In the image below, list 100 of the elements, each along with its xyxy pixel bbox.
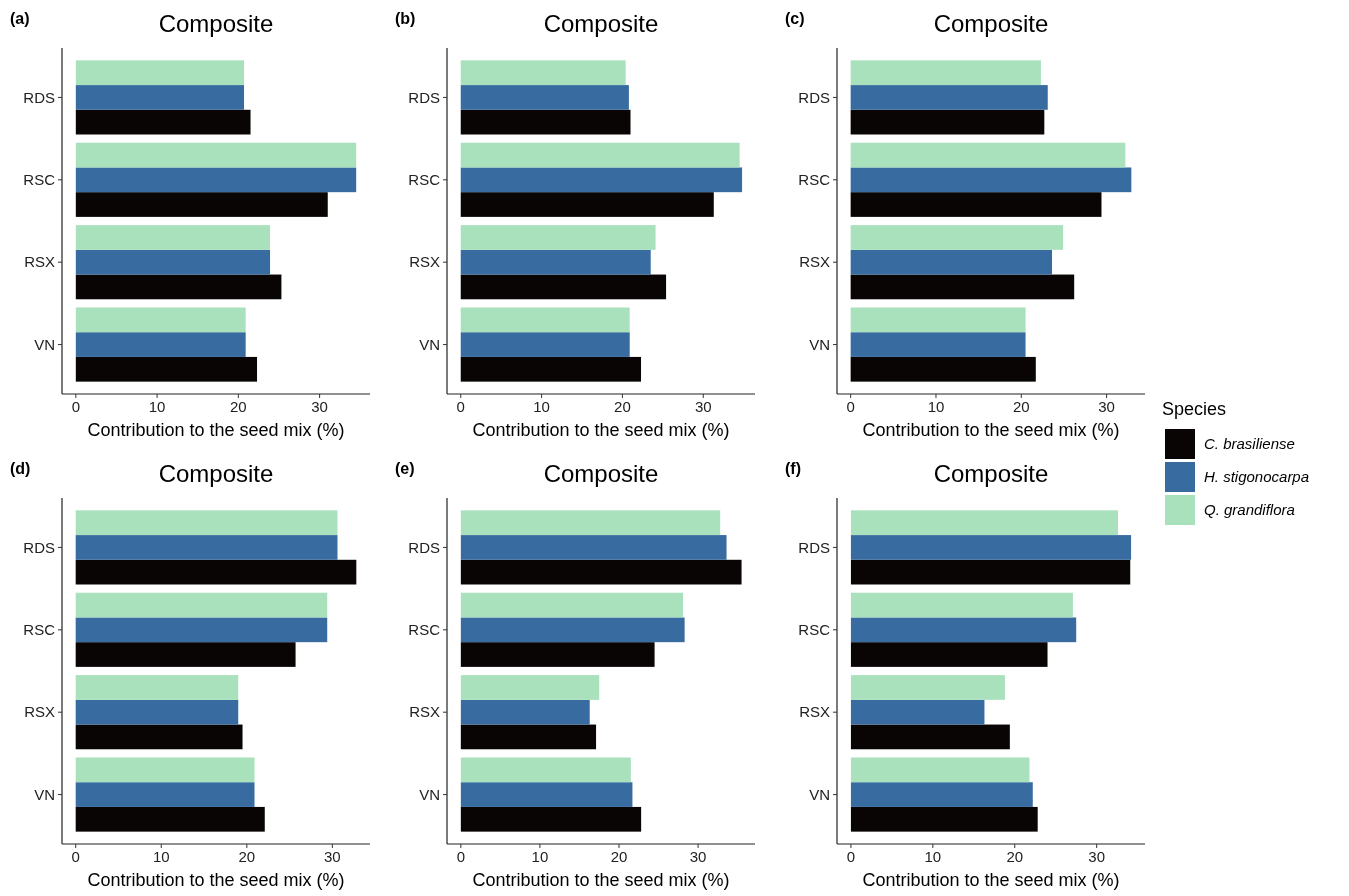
bar — [850, 510, 1118, 536]
bar — [460, 757, 631, 783]
y-tick-label: VN — [34, 785, 55, 803]
chart-title: Composite — [543, 460, 659, 487]
bar — [75, 60, 245, 86]
x-tick-label: 30 — [1098, 398, 1115, 415]
x-axis-title: Contribution to the seed mix (%) — [472, 420, 730, 440]
legend-label: C. brasiliense — [1204, 435, 1295, 453]
bar — [850, 675, 1005, 700]
x-axis-title: Contribution to the seed mix (%) — [87, 870, 345, 890]
y-tick-label: RDS — [23, 538, 55, 556]
y-tick-label: VN — [34, 335, 55, 353]
bar — [460, 782, 633, 807]
x-tick-label: 30 — [694, 398, 712, 415]
bar — [460, 109, 631, 135]
bar — [460, 274, 667, 300]
bar — [75, 724, 243, 750]
bar — [75, 356, 258, 382]
bar — [850, 356, 1036, 382]
legend-title: Species — [1162, 399, 1227, 419]
bar — [460, 85, 629, 110]
bar — [75, 109, 251, 135]
bar — [850, 757, 1030, 783]
bar — [460, 535, 727, 560]
bar — [460, 192, 714, 217]
y-tick-label: RSC — [798, 621, 831, 639]
text: (b) — [395, 10, 416, 27]
bar — [75, 249, 271, 275]
bar — [850, 192, 1102, 217]
bar — [75, 274, 282, 300]
chart-title: Composite — [933, 460, 1049, 487]
x-axis-title: Contribution to the seed mix (%) — [87, 420, 345, 440]
x-tick-label: 20 — [610, 848, 628, 865]
bar — [850, 307, 1026, 333]
bar — [460, 142, 740, 168]
y-tick-label: RSX — [24, 703, 55, 721]
x-tick-label: 10 — [924, 848, 942, 865]
bar — [75, 757, 255, 783]
bar — [460, 167, 743, 193]
bar — [460, 307, 630, 333]
bar — [460, 617, 685, 643]
bar — [460, 806, 642, 832]
bar — [460, 559, 742, 585]
x-tick-label: 0 — [846, 398, 855, 415]
x-tick-label: 10 — [533, 398, 550, 415]
y-tick-label: VN — [419, 785, 440, 803]
bar — [850, 806, 1038, 832]
bar — [460, 225, 656, 250]
bar — [460, 675, 600, 700]
x-tick-label: 10 — [531, 848, 549, 865]
y-tick-label: RDS — [23, 88, 55, 106]
bar — [460, 642, 655, 667]
bar — [75, 307, 246, 333]
x-tick-label: 20 — [614, 398, 631, 415]
bar — [850, 109, 1045, 135]
bar — [75, 782, 255, 807]
y-tick-label: RSC — [408, 621, 441, 639]
bar — [75, 225, 271, 250]
bar — [75, 806, 265, 832]
x-tick-label: 30 — [1088, 848, 1106, 865]
y-tick-label: RSC — [798, 171, 831, 189]
y-tick-label: VN — [809, 335, 830, 353]
bar — [850, 617, 1077, 643]
x-tick-label: 20 — [238, 848, 256, 865]
y-tick-label: RSX — [799, 253, 830, 271]
x-axis-title: Contribution to the seed mix (%) — [862, 420, 1120, 440]
text: (f) — [785, 460, 801, 477]
bar — [850, 249, 1052, 275]
bar — [460, 332, 630, 357]
text: (d) — [10, 460, 31, 477]
bar — [850, 60, 1041, 86]
x-tick-label: 20 — [1012, 398, 1030, 415]
x-tick-label: 30 — [311, 398, 328, 415]
bar — [75, 167, 357, 193]
x-tick-label: 20 — [1006, 848, 1024, 865]
bar — [460, 724, 597, 750]
bar — [850, 332, 1026, 357]
bar — [850, 559, 1131, 585]
y-tick-label: RSC — [23, 171, 56, 189]
bar — [460, 60, 626, 86]
bar — [75, 192, 328, 217]
bar — [850, 85, 1048, 110]
legend-label: H. stigonocarpa — [1204, 468, 1310, 486]
bar — [460, 510, 721, 536]
bar — [850, 592, 1073, 618]
bar — [75, 675, 239, 700]
x-tick-label: 10 — [927, 398, 945, 415]
x-axis-title: Contribution to the seed mix (%) — [862, 870, 1120, 890]
bar — [75, 510, 338, 536]
bar — [850, 535, 1132, 560]
x-tick-label: 30 — [689, 848, 707, 865]
bar — [75, 535, 338, 560]
text: (a) — [10, 10, 30, 27]
x-tick-label: 20 — [230, 398, 247, 415]
legend-label: Q. grandiflora — [1204, 501, 1295, 519]
text: (c) — [785, 10, 805, 27]
x-tick-label: 30 — [324, 848, 341, 865]
bar — [850, 142, 1126, 168]
x-tick-label: 0 — [456, 398, 465, 415]
bar — [460, 356, 642, 382]
